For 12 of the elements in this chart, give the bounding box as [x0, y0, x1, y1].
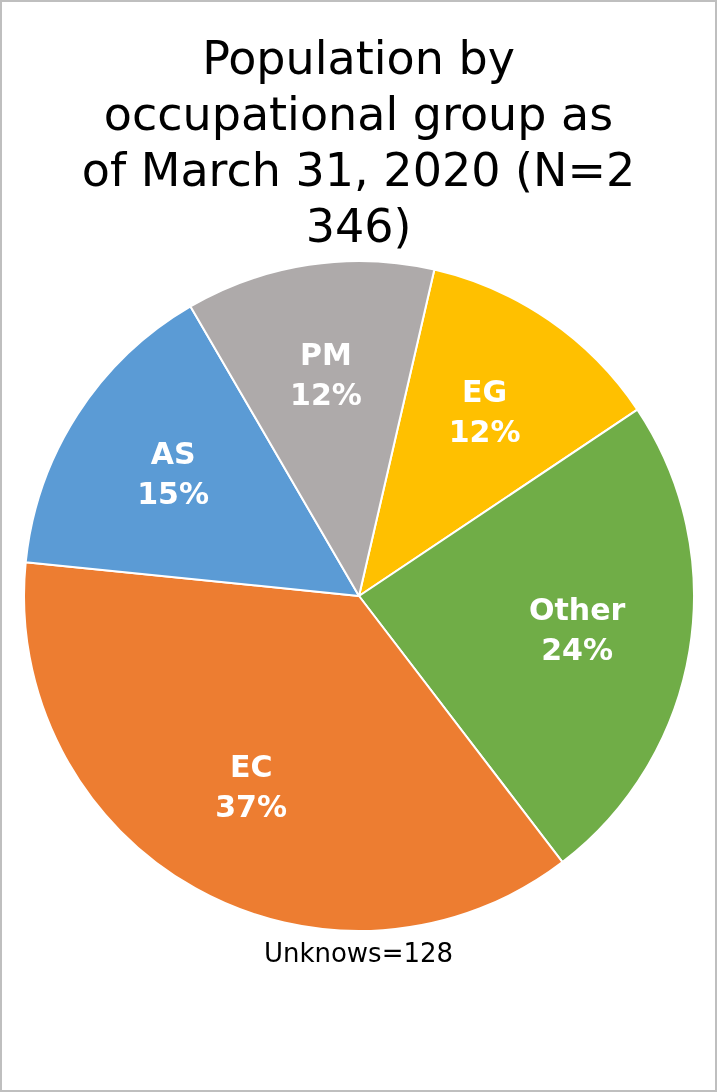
data-label: 15% — [136, 476, 209, 512]
slice-label: AS — [150, 436, 196, 472]
slice-label: Other — [528, 591, 626, 627]
slice-label: EG — [461, 373, 507, 409]
text: Unknows=128 — [263, 938, 454, 968]
chart-title: Population by occupational group as of March 31, 2020 (N=2 346) — [80, 30, 637, 254]
slice-label: PM — [299, 337, 352, 373]
data-label: 12% — [289, 377, 362, 413]
data-label: 24% — [540, 631, 613, 667]
slice-label: EC — [229, 748, 272, 784]
data-label: 37% — [214, 788, 287, 824]
data-label: 12% — [448, 413, 520, 449]
